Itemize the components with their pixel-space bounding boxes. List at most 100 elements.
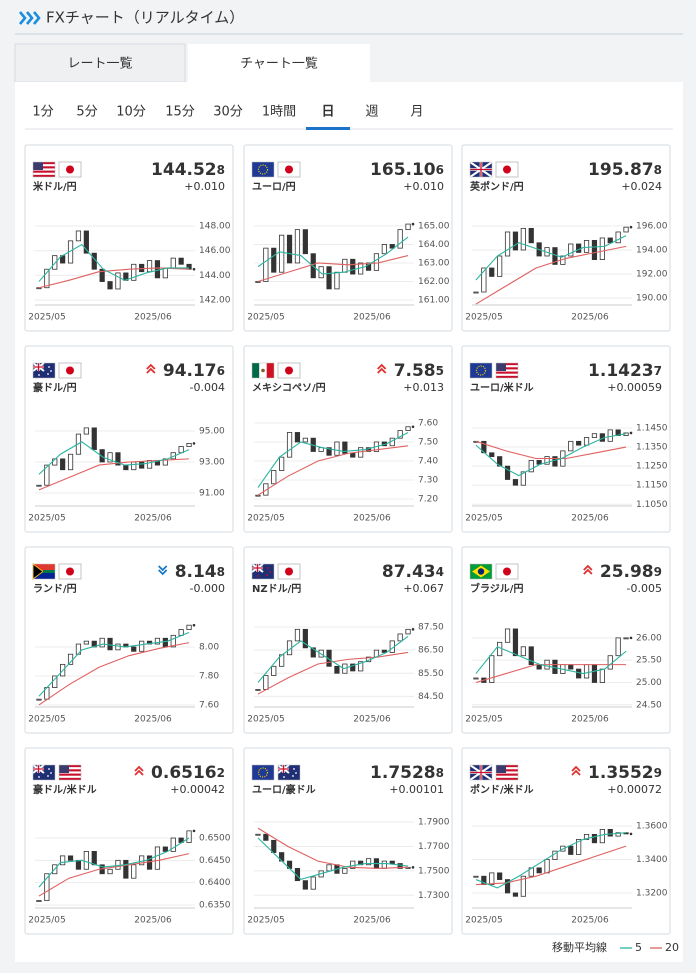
trend-icon	[134, 765, 144, 776]
x-tick-label: 2025/06	[353, 514, 391, 524]
card-frame[interactable]	[243, 144, 453, 332]
chart-card[interactable]: ユーロ/米ドル1.14237+0.000591.14501.13501.1250…	[461, 345, 671, 533]
flag-part	[277, 161, 301, 178]
candle	[326, 266, 332, 290]
flag-part	[496, 773, 518, 776]
candle	[607, 429, 613, 442]
flag-part	[496, 375, 518, 378]
card-frame[interactable]	[24, 345, 234, 533]
chart-card[interactable]: ユーロ/豪ドル1.75288+0.001011.79001.77001.7500…	[243, 747, 453, 935]
flag-part	[252, 363, 260, 378]
moving-average-ma20	[475, 664, 627, 683]
chart-card[interactable]: ブラジル/円25.989-0.00526.0025.5025.0024.5020…	[461, 546, 671, 734]
candle	[255, 689, 261, 691]
candle	[381, 244, 387, 255]
candle	[504, 879, 511, 894]
candle	[489, 655, 495, 683]
flag-part	[496, 769, 518, 772]
flag-part	[59, 765, 69, 773]
candle	[131, 864, 137, 879]
chart-card[interactable]: NZドル/円87.434+0.06787.5086.5085.5084.5020…	[243, 546, 453, 734]
card-frame[interactable]	[243, 747, 453, 935]
card-frame[interactable]	[24, 546, 234, 734]
candle	[350, 663, 356, 672]
candle	[139, 263, 145, 273]
x-tick-label: 2025/05	[247, 715, 284, 725]
moving-average-ma20	[257, 445, 409, 496]
candle	[528, 227, 534, 244]
price-main: 144.52	[151, 160, 217, 180]
flag-part	[470, 363, 492, 378]
candle	[326, 864, 332, 872]
candle	[397, 430, 403, 439]
timeframe[interactable]: 15分	[165, 105, 195, 120]
card-frame[interactable]	[461, 747, 671, 935]
chart-card[interactable]: メキシコペソ/円7.585+0.0137.607.507.407.307.202…	[243, 345, 453, 533]
flag-part	[495, 362, 519, 379]
chart-card[interactable]: 米ドル/円144.528+0.010148.00146.00144.00142.…	[24, 144, 234, 332]
candle	[497, 456, 503, 467]
tab-active[interactable]	[188, 44, 370, 84]
timeframe[interactable]: 30分	[213, 105, 243, 120]
flag-part	[261, 368, 265, 373]
timeframe[interactable]: 10分	[116, 105, 146, 120]
candle	[36, 698, 42, 701]
timeframe[interactable]: 週	[365, 105, 378, 120]
chart-card[interactable]: ユーロ/円165.106+0.010165.00164.00163.00162.…	[243, 144, 453, 332]
moving-average-ma20	[475, 845, 627, 886]
candle	[318, 266, 324, 279]
y-tick-label: 144.00	[199, 271, 231, 281]
card-frame[interactable]	[24, 747, 234, 935]
candle	[528, 646, 534, 666]
tab-label[interactable]: チャート一覧	[240, 56, 318, 72]
flag-part	[66, 165, 74, 174]
y-tick-label: 8.00	[199, 642, 219, 652]
last-price-dot	[192, 623, 196, 627]
flag-part	[285, 567, 293, 576]
tab-label[interactable]: レート一覧	[67, 56, 132, 72]
price-sub: 8	[654, 163, 662, 177]
chart-card[interactable]: ポンド/米ドル1.35529+0.000721.36001.34001.3200…	[461, 747, 671, 935]
price-change: +0.00059	[607, 381, 662, 394]
candle	[123, 464, 129, 471]
flag-part	[252, 564, 263, 572]
candle	[107, 452, 113, 463]
chart-card[interactable]: 英ポンド/円195.878+0.024196.00194.00192.00190…	[461, 144, 671, 332]
timeframe[interactable]: 1分	[32, 105, 53, 120]
last-price-dot	[411, 222, 415, 226]
y-tick-label: 1.3600	[636, 822, 668, 832]
candle	[44, 464, 50, 486]
price-sub: 6	[217, 364, 225, 378]
timeframe-active[interactable]: 日	[321, 105, 334, 120]
pair-name: 英ポンド/円	[469, 180, 524, 193]
flag-part	[503, 567, 511, 576]
flag-jp	[58, 362, 82, 379]
candle	[481, 267, 487, 293]
candle	[146, 460, 153, 469]
flag-part	[50, 772, 52, 774]
flag-au	[32, 362, 56, 379]
moving-average-ma5	[475, 646, 627, 675]
candle	[154, 846, 161, 870]
card-frame[interactable]	[243, 546, 453, 734]
trend-icon	[583, 564, 593, 575]
timeframe[interactable]: 1時間	[262, 105, 296, 120]
flag-part	[496, 765, 506, 773]
timeframe[interactable]: 月	[410, 105, 423, 120]
card-frame[interactable]	[243, 345, 453, 533]
pair-name: ランド/円	[33, 583, 77, 595]
price: 0.65162	[151, 763, 225, 783]
flag-part	[266, 574, 268, 576]
timeframe[interactable]: 5分	[76, 105, 97, 120]
candle	[520, 646, 526, 657]
candle	[123, 859, 129, 879]
x-tick-label: 2025/06	[353, 916, 391, 926]
card-frame[interactable]	[24, 144, 234, 332]
chart-card[interactable]: 豪ドル/米ドル0.65162+0.000420.65000.64500.6400…	[24, 747, 234, 935]
card-frame[interactable]	[461, 546, 671, 734]
card-frame[interactable]	[461, 144, 671, 332]
price-change: -0.000	[190, 582, 225, 595]
